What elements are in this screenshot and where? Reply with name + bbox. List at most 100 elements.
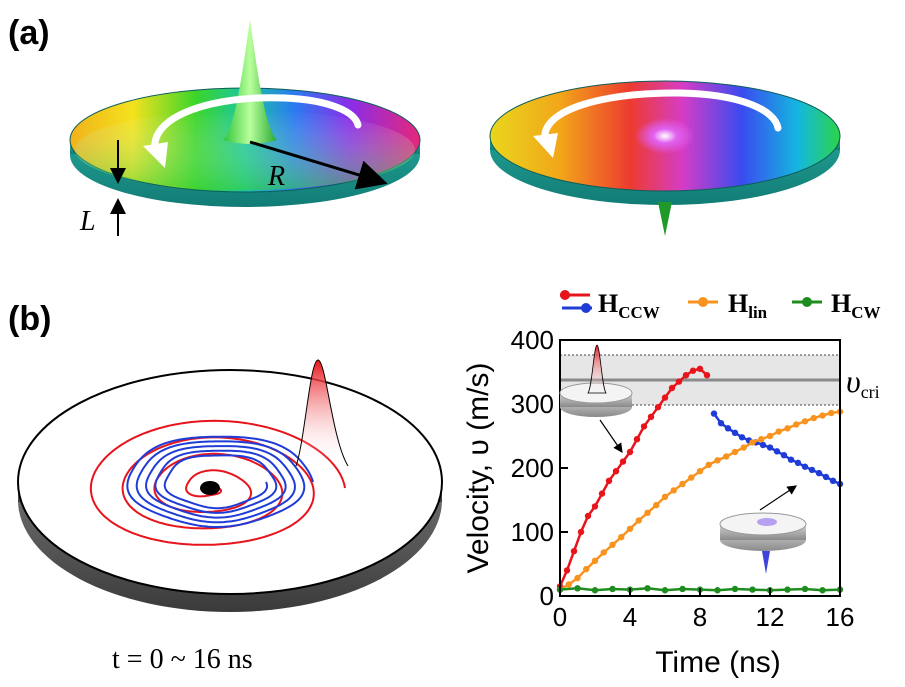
data-point-lin-17 (705, 461, 712, 468)
data-point-ccw_blue-0 (710, 410, 718, 417)
data-point-cw-10 (731, 585, 739, 593)
data-point-cw-7 (679, 585, 686, 593)
vortex-disk-left: R L (69, 20, 421, 237)
y-axis-title: Velocity, υ (m/s) (462, 363, 495, 574)
data-point-ccw_blue-12 (794, 459, 802, 467)
data-point-lin-13 (670, 487, 677, 494)
data-point-lin-28 (801, 418, 809, 425)
data-point-lin-14 (679, 480, 686, 488)
data-point-cw-11 (749, 586, 756, 593)
data-point-ccw_red-5 (591, 503, 599, 510)
data-point-lin-11 (653, 501, 660, 509)
svg-text:HCCW: HCCW (598, 289, 660, 322)
data-point-ccw_red-21 (703, 372, 711, 379)
data-point-ccw_red-14 (654, 404, 662, 411)
data-point-ccw_blue-8 (766, 444, 774, 451)
data-point-ccw_blue-3 (731, 429, 739, 436)
inset-pointer-up (599, 419, 623, 453)
data-point-lin-18 (714, 457, 721, 464)
thickness-label: L (79, 206, 96, 237)
time-caption: t = 0 ~ 16 ns (112, 644, 253, 675)
data-point-ccw_blue-2 (724, 425, 732, 432)
data-point-ccw_blue-4 (738, 434, 746, 441)
radius-label: R (267, 161, 285, 192)
data-point-lin-21 (740, 444, 747, 451)
panel-a-label: (a) (8, 14, 50, 52)
data-point-ccw_red-4 (584, 512, 592, 520)
data-point-ccw_red-9 (619, 458, 627, 465)
data-point-lin-3 (583, 565, 590, 573)
data-point-ccw_blue-13 (801, 463, 809, 470)
data-point-lin-12 (661, 493, 669, 500)
x-axis-title: Time (ns) (655, 646, 781, 679)
disk-center-dot (200, 481, 220, 495)
data-point-ccw_red-6 (598, 490, 606, 497)
y-tick-label-2: 200 (511, 453, 554, 483)
data-point-lin-2 (574, 574, 581, 582)
data-point-lin-24 (766, 432, 774, 440)
data-point-cw-5 (644, 585, 651, 592)
x-tick-label-3: 12 (756, 602, 785, 632)
data-point-lin-19 (723, 453, 730, 460)
legend: HCCW Hlin HCW (560, 289, 881, 322)
data-point-ccw_red-10 (626, 448, 634, 456)
data-point-ccw_red-19 (689, 367, 697, 374)
panel-b-label: (b) (8, 300, 51, 338)
radius-arrow (249, 140, 388, 190)
data-point-cw-3 (609, 585, 616, 593)
data-point-ccw_red-8 (612, 468, 620, 475)
data-point-ccw_red-2 (570, 548, 578, 555)
data-point-ccw_red-12 (640, 423, 648, 430)
data-point-cw-2 (591, 587, 599, 594)
data-point-ccw_blue-14 (808, 466, 816, 474)
data-point-ccw_blue-15 (815, 469, 823, 477)
data-point-ccw_red-15 (661, 394, 669, 401)
data-point-ccw_red-7 (605, 477, 613, 484)
svg-text:Hlin: Hlin (728, 289, 768, 322)
data-point-lin-26 (784, 425, 791, 432)
data-point-ccw_red-18 (682, 372, 690, 379)
series-line-lin (559, 410, 841, 591)
data-point-ccw_blue-11 (787, 456, 795, 463)
data-point-lin-15 (688, 474, 695, 481)
inset-core-down (719, 512, 807, 574)
data-point-lin-6 (609, 541, 616, 548)
y-tick-label-3: 300 (511, 389, 554, 419)
data-point-lin-31 (828, 409, 835, 417)
data-point-lin-23 (758, 436, 765, 443)
data-point-lin-1 (565, 581, 572, 588)
data-point-cw-1 (574, 585, 581, 592)
velocity-chart: 0 4 8 12 16 0 100 200 300 400 Time (ns) Velocity,… (462, 289, 881, 679)
spiral-blue-path (126, 435, 314, 528)
data-point-ccw_red-17 (675, 378, 683, 385)
y-tick-label-1: 100 (511, 517, 554, 547)
inset-pointer-down (759, 485, 797, 511)
series-line-ccw_red (558, 367, 708, 587)
vortex-core-dip (635, 118, 695, 154)
data-point-lin-27 (793, 421, 800, 428)
data-point-ccw_red-1 (563, 567, 571, 574)
data-point-lin-22 (749, 439, 756, 446)
trajectory-spiral-blue (126, 435, 314, 528)
data-point-lin-29 (810, 414, 817, 422)
data-point-lin-4 (591, 557, 599, 564)
data-point-lin-16 (696, 468, 704, 475)
y-tick-label-0: 0 (540, 581, 554, 611)
legend-lin: Hlin (688, 289, 768, 322)
data-point-lin-9 (635, 517, 642, 524)
spiral-red-path (89, 419, 346, 546)
data-point-ccw_blue-10 (780, 452, 788, 459)
data-point-cw-6 (661, 587, 669, 594)
svg-text:HCW: HCW (831, 289, 881, 322)
data-point-ccw_blue-17 (829, 477, 837, 484)
data-point-lin-25 (775, 428, 782, 435)
critical-velocity-label: υcri (846, 363, 880, 402)
circulation-arrow-left (151, 94, 362, 154)
data-point-lin-7 (618, 533, 625, 541)
data-point-ccw_blue-16 (822, 473, 830, 481)
legend-ccw: HCCW (560, 289, 660, 322)
data-point-ccw_red-13 (647, 413, 655, 420)
data-point-lin-10 (644, 509, 651, 516)
legend-cw: HCW (792, 289, 881, 322)
inset-core-up (559, 344, 633, 417)
